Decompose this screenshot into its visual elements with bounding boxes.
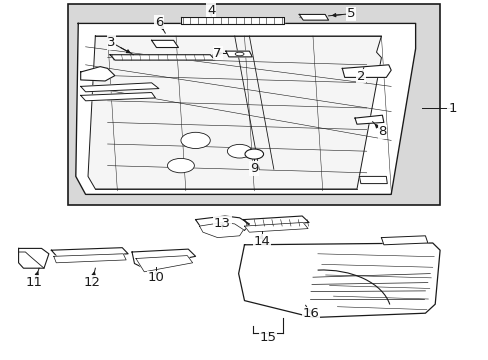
Text: 4: 4 <box>206 4 215 17</box>
Polygon shape <box>51 248 128 257</box>
Polygon shape <box>299 14 328 20</box>
Ellipse shape <box>227 144 251 158</box>
Ellipse shape <box>235 52 244 56</box>
Polygon shape <box>199 222 243 238</box>
Bar <box>68 4 439 205</box>
Polygon shape <box>354 115 383 124</box>
Polygon shape <box>359 176 386 184</box>
Text: 5: 5 <box>346 7 355 20</box>
Polygon shape <box>54 254 126 263</box>
Polygon shape <box>81 83 159 92</box>
Polygon shape <box>381 236 427 245</box>
Text: 2: 2 <box>356 70 365 83</box>
Polygon shape <box>195 216 249 232</box>
Polygon shape <box>81 93 155 101</box>
Text: 13: 13 <box>214 217 230 230</box>
Polygon shape <box>132 249 195 267</box>
Polygon shape <box>88 36 381 189</box>
Polygon shape <box>136 256 192 272</box>
Polygon shape <box>225 51 252 57</box>
Text: 8: 8 <box>377 125 386 138</box>
Polygon shape <box>110 55 215 60</box>
Text: 3: 3 <box>107 36 116 49</box>
Text: 1: 1 <box>447 102 456 114</box>
Polygon shape <box>19 248 49 268</box>
Polygon shape <box>244 222 307 232</box>
Ellipse shape <box>244 149 263 159</box>
Text: 6: 6 <box>154 16 163 29</box>
Text: 16: 16 <box>302 307 319 320</box>
Text: 12: 12 <box>83 276 100 289</box>
Text: 11: 11 <box>26 276 42 289</box>
Polygon shape <box>81 67 115 81</box>
Ellipse shape <box>181 132 210 148</box>
Polygon shape <box>151 40 178 48</box>
Ellipse shape <box>167 158 194 173</box>
Text: 15: 15 <box>259 331 276 344</box>
Polygon shape <box>181 17 283 24</box>
Text: 14: 14 <box>253 235 269 248</box>
Polygon shape <box>76 23 415 194</box>
Text: 9: 9 <box>249 162 258 175</box>
Polygon shape <box>342 65 390 77</box>
Text: 10: 10 <box>148 271 164 284</box>
Polygon shape <box>238 243 439 318</box>
Polygon shape <box>243 216 308 227</box>
Text: 7: 7 <box>213 47 222 60</box>
